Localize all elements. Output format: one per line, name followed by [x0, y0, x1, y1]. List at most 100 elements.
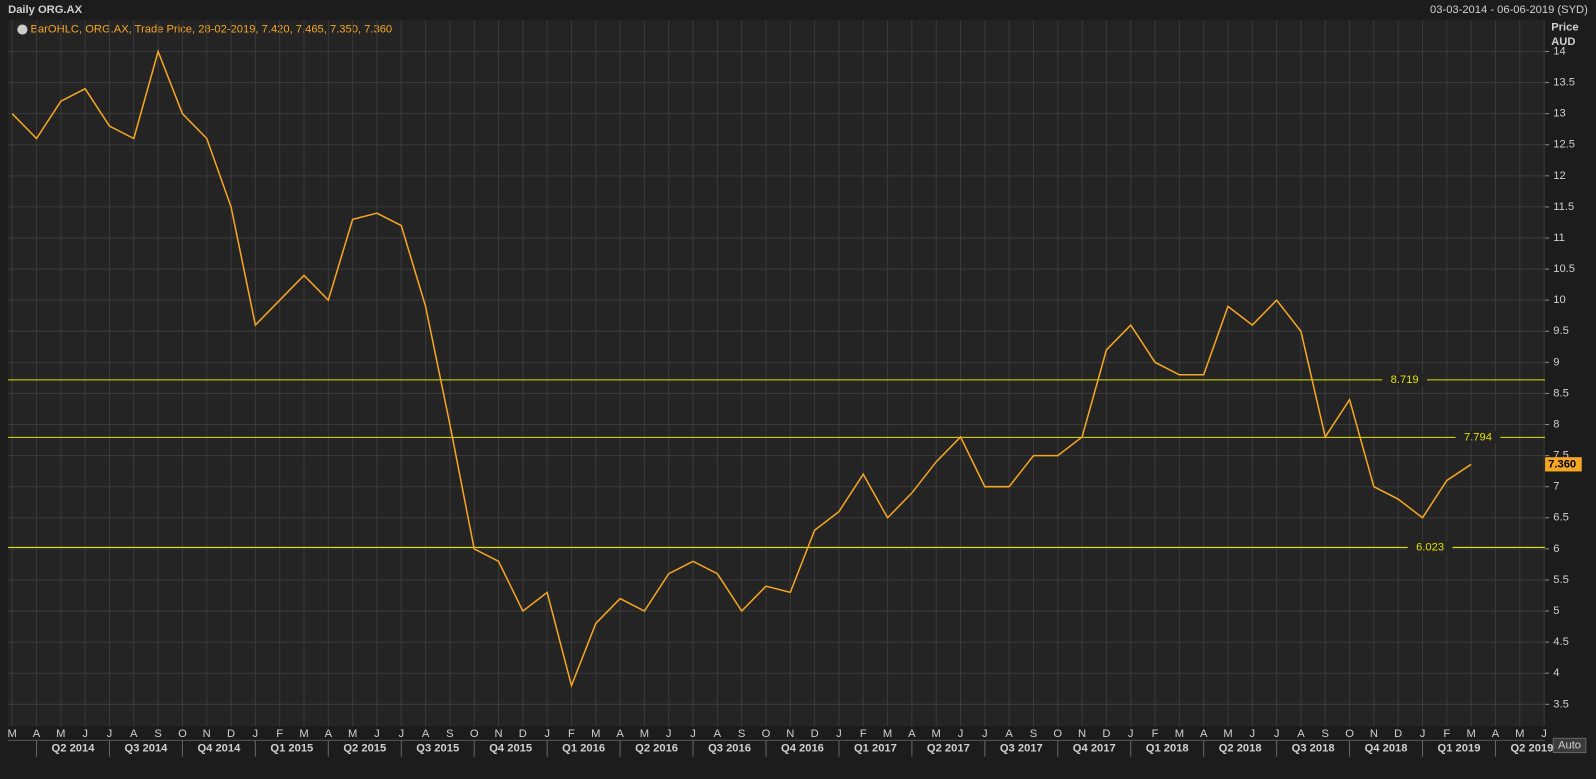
axis-label: Price — [1551, 21, 1578, 33]
quarter-label: Q3 2014 — [125, 742, 169, 754]
quarter-label: Q3 2015 — [416, 742, 459, 754]
x-tick-label: J — [1420, 728, 1426, 740]
y-tick-label: 9.5 — [1553, 325, 1569, 337]
x-tick-label: J — [690, 728, 696, 740]
x-tick-label: F — [1443, 728, 1450, 740]
x-tick-label: D — [1394, 728, 1402, 740]
auto-button-label[interactable]: Auto — [1558, 739, 1581, 751]
x-tick-label: A — [714, 728, 722, 740]
quarter-label: Q3 2016 — [708, 742, 751, 754]
y-tick-label: 12.5 — [1553, 139, 1575, 151]
y-tick-label: 7 — [1553, 481, 1559, 493]
x-tick-label: O — [1345, 728, 1354, 740]
x-tick-label: F — [568, 728, 575, 740]
y-tick-label: 4 — [1553, 667, 1559, 679]
y-tick-label: 8.5 — [1553, 387, 1569, 399]
x-tick-label: J — [982, 728, 988, 740]
x-tick-label: D — [811, 728, 819, 740]
quarter-label: Q2 2015 — [343, 742, 386, 754]
x-tick-label: S — [446, 728, 453, 740]
x-tick-label: J — [253, 728, 259, 740]
x-tick-label: F — [860, 728, 867, 740]
x-tick-label: F — [276, 728, 283, 740]
x-tick-label: O — [470, 728, 479, 740]
quarter-label: Q2 2018 — [1219, 742, 1262, 754]
x-tick-label: J — [958, 728, 964, 740]
x-tick-label: N — [494, 728, 502, 740]
quarter-label: Q4 2014 — [197, 742, 241, 754]
last-price-tag — [1545, 457, 1582, 472]
quarter-label: Q1 2017 — [854, 742, 897, 754]
x-tick-label: A — [1492, 728, 1500, 740]
x-tick-label: M — [1466, 728, 1475, 740]
x-tick-label: J — [836, 728, 842, 740]
quarter-label: Q3 2018 — [1292, 742, 1335, 754]
x-tick-label: A — [33, 728, 41, 740]
quarter-label: Q4 2016 — [781, 742, 824, 754]
legend: BarOHLC, ORG.AX, Trade Price, 28-02-2019… — [31, 24, 393, 36]
quarter-label: Q2 2019 — [1510, 742, 1553, 754]
x-tick-label: M — [1175, 728, 1184, 740]
y-tick-label: 4.5 — [1553, 636, 1569, 648]
x-tick-label: M — [1515, 728, 1524, 740]
x-tick-label: A — [325, 728, 333, 740]
x-tick-label: J — [1128, 728, 1134, 740]
price-line — [11, 49, 1472, 689]
x-tick-label: A — [1200, 728, 1208, 740]
y-tick-label: 3.5 — [1553, 698, 1569, 710]
x-tick-label: M — [883, 728, 892, 740]
level-label-bg — [1407, 541, 1453, 554]
x-tick-label: M — [348, 728, 357, 740]
x-tick-label: A — [908, 728, 916, 740]
quarter-label: Q2 2014 — [52, 742, 96, 754]
last-price-label: 7.360 — [1548, 458, 1576, 470]
x-tick-label: J — [398, 728, 404, 740]
x-tick-label: M — [1223, 728, 1232, 740]
quarter-label: Q2 2016 — [635, 742, 678, 754]
x-tick-label: O — [762, 728, 771, 740]
x-tick-label: D — [519, 728, 527, 740]
x-tick-label: J — [666, 728, 672, 740]
x-tick-label: D — [227, 728, 235, 740]
x-tick-label: N — [1078, 728, 1086, 740]
x-tick-label: J — [107, 728, 113, 740]
quarter-label: Q4 2018 — [1365, 742, 1408, 754]
y-tick-label: 5 — [1553, 605, 1559, 617]
quarter-label: Q1 2015 — [270, 742, 313, 754]
y-tick-label: 8 — [1553, 418, 1559, 430]
x-tick-label: M — [8, 728, 17, 740]
x-tick-label: N — [203, 728, 211, 740]
level-label: 8.719 — [1391, 374, 1419, 386]
quarter-label: Q1 2019 — [1438, 742, 1481, 754]
quarter-label: Q1 2018 — [1146, 742, 1189, 754]
y-tick-label: 11 — [1553, 232, 1565, 244]
auto-button[interactable] — [1552, 737, 1587, 754]
y-tick-label: 5.5 — [1553, 574, 1569, 586]
y-tick-label: 13 — [1553, 108, 1565, 120]
x-tick-label: M — [299, 728, 308, 740]
y-tick-label: 6 — [1553, 543, 1559, 555]
y-tick-label: 12 — [1553, 170, 1565, 182]
x-tick-label: J — [544, 728, 550, 740]
level-label: 6.023 — [1416, 541, 1444, 553]
x-tick-label: J — [82, 728, 88, 740]
x-tick-label: A — [422, 728, 430, 740]
date-range: 03-03-2014 - 06-06-2019 (SYD) — [1430, 4, 1588, 16]
x-tick-label: D — [1102, 728, 1110, 740]
quarter-label: Q2 2017 — [927, 742, 970, 754]
legend-icon — [17, 24, 28, 35]
x-tick-label: N — [1370, 728, 1378, 740]
x-tick-label: S — [154, 728, 161, 740]
chart-title: Daily ORG.AX — [8, 4, 82, 16]
x-tick-label: M — [56, 728, 65, 740]
y-tick-label: 13.5 — [1553, 77, 1575, 89]
x-tick-label: A — [1005, 728, 1013, 740]
x-tick-label: F — [1152, 728, 1159, 740]
x-tick-label: A — [616, 728, 624, 740]
plot-area — [8, 20, 1546, 727]
level-label-bg — [1382, 373, 1428, 386]
x-tick-label: A — [1297, 728, 1305, 740]
x-tick-label: S — [1030, 728, 1037, 740]
y-tick-label: 14 — [1553, 45, 1565, 57]
